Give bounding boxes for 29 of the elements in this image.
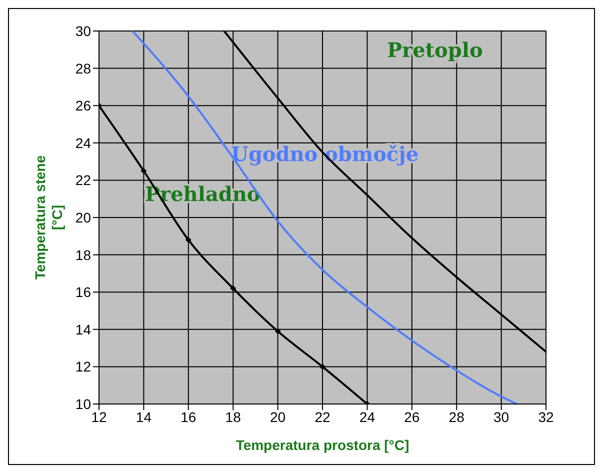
x-tick-label: 24 [359, 408, 376, 425]
x-tick-label: 22 [314, 408, 330, 425]
y-tick-label: 18 [75, 246, 92, 263]
y-tick-label: 22 [75, 172, 92, 188]
point [274, 328, 281, 334]
x-tick-label: 14 [136, 408, 152, 425]
point [230, 285, 236, 292]
x-tick-label: 26 [404, 408, 420, 425]
x-tick-label: 32 [538, 408, 554, 425]
y-tick-label: 28 [75, 60, 92, 76]
x-tick-label: 18 [225, 408, 242, 425]
x-tick-label: 16 [180, 408, 196, 425]
y-tick-label: 16 [75, 284, 92, 300]
point [185, 236, 192, 243]
x-tick-label: 28 [448, 408, 465, 425]
point [320, 364, 326, 370]
y-tick-label: 26 [75, 98, 92, 114]
point [140, 168, 147, 174]
x-axis-title: Temperatura prostora [°C] [236, 437, 410, 453]
x-tick-label: 30 [494, 408, 510, 425]
y-axis-title: Temperatura stene [°C] [32, 155, 65, 280]
y-tick-label: 20 [75, 209, 92, 226]
x-tick-label: 20 [270, 408, 286, 425]
y-tick-label: 10 [75, 396, 92, 412]
y-tick-label: 14 [75, 321, 92, 338]
y-tick-label: 30 [75, 22, 92, 39]
x-tick-label: 12 [91, 408, 107, 425]
y-tick-label: 12 [75, 358, 92, 375]
y-tick-label: 24 [75, 134, 92, 151]
